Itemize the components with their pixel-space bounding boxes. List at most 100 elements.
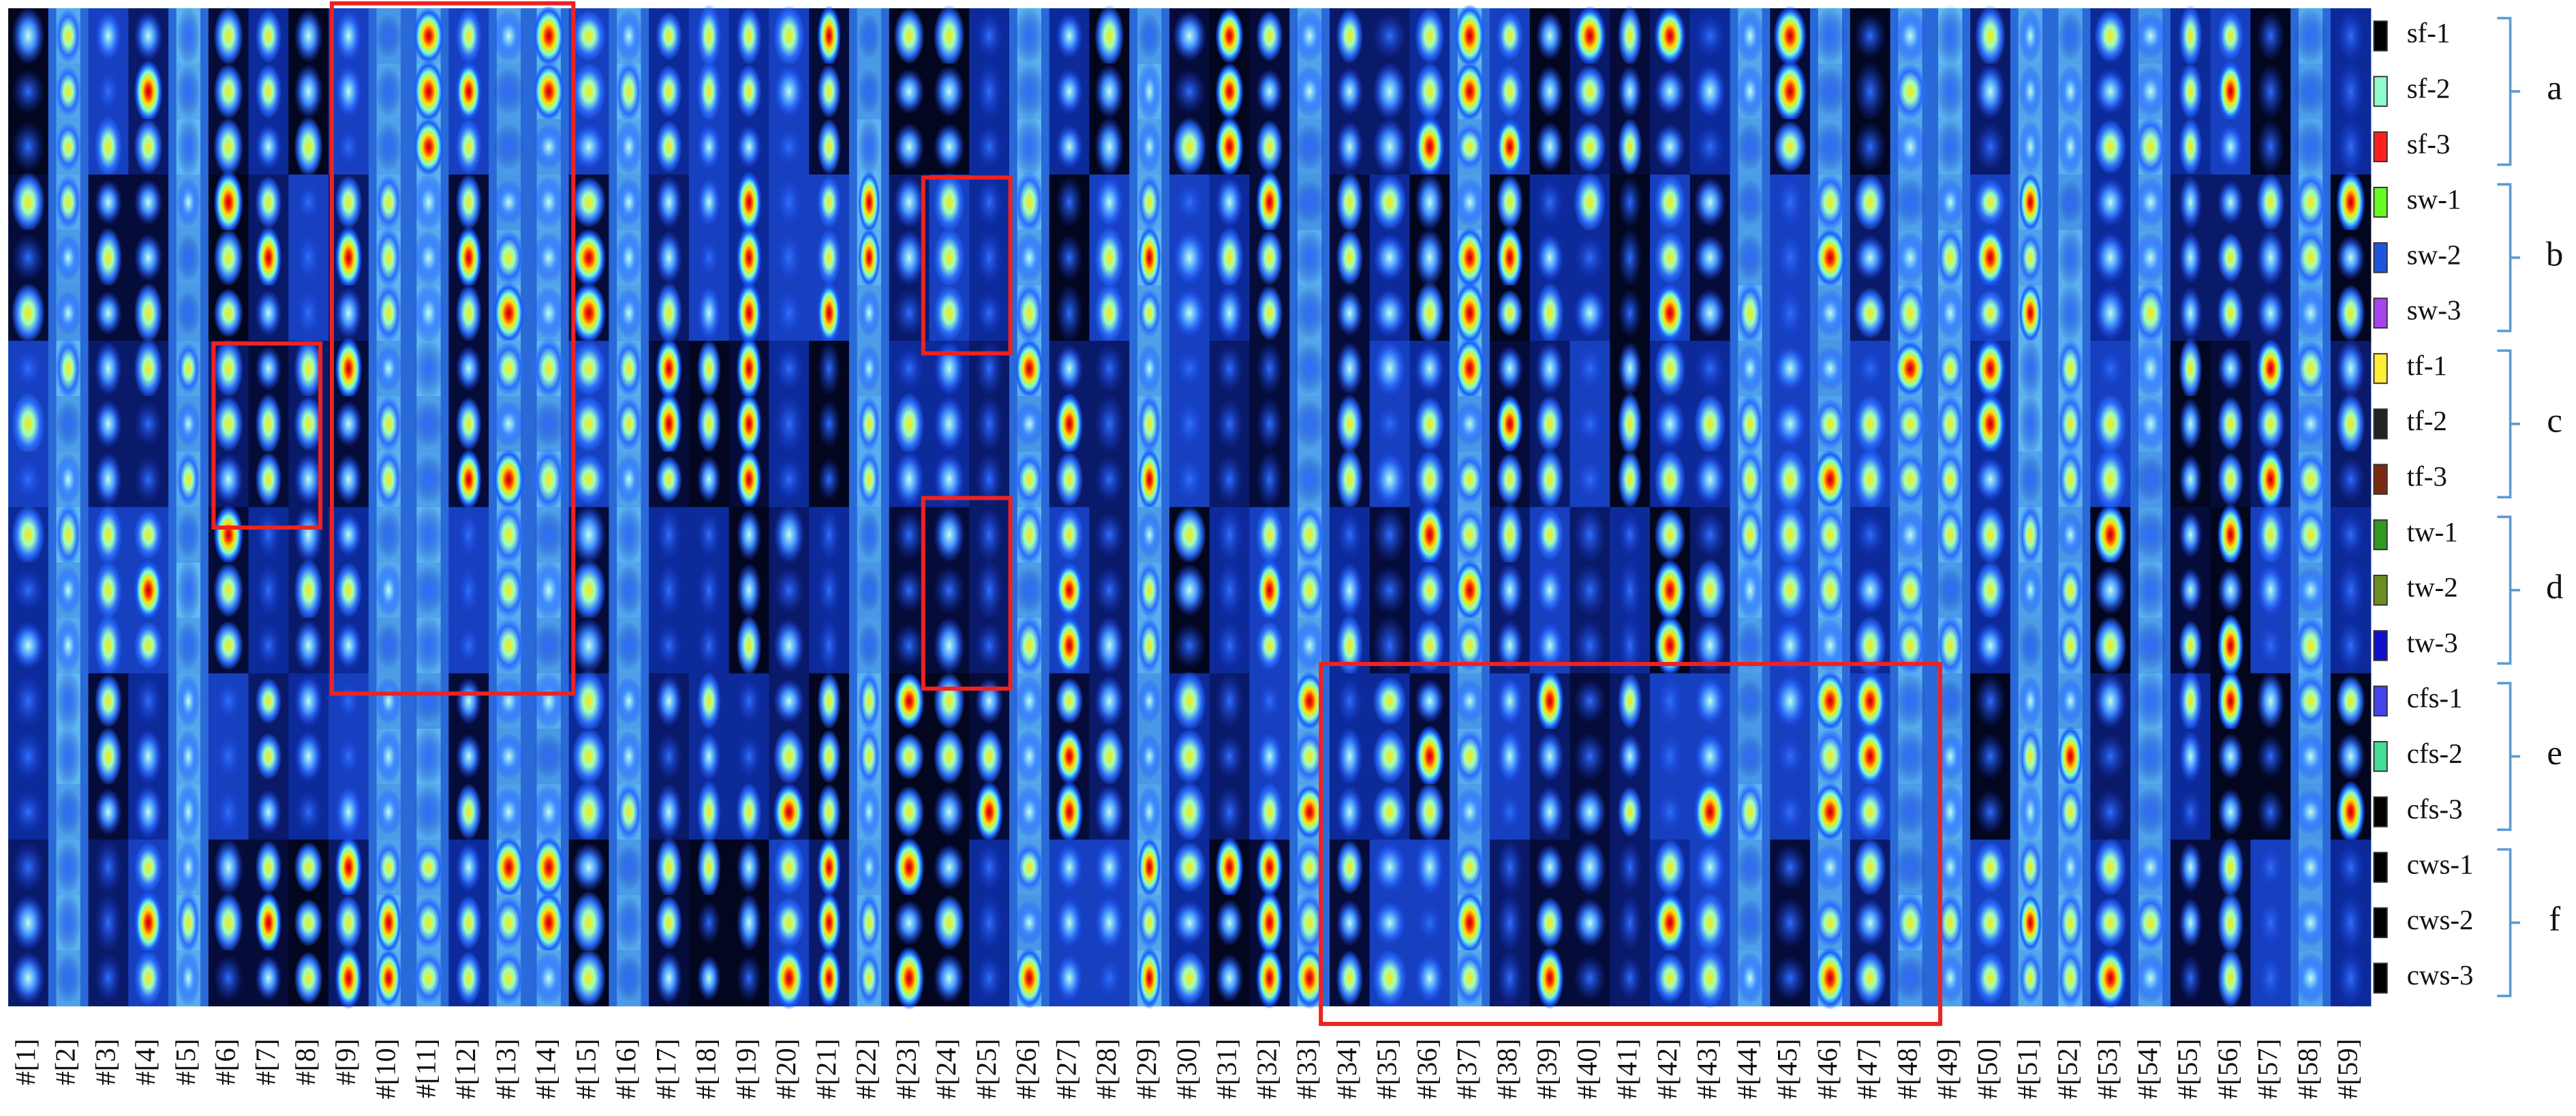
heat-spot: [1014, 170, 1045, 235]
heat-spot: [893, 392, 925, 456]
heat-spot: [893, 946, 925, 1010]
heat-spot: [255, 346, 282, 391]
heat-spot: [2336, 732, 2365, 781]
heat-spot: [1773, 786, 1807, 838]
heat-spot: [1454, 4, 1486, 68]
heat-spot: [1974, 560, 2006, 620]
column-label: #[37]: [1451, 1039, 1482, 1100]
heat-spot: [1813, 506, 1847, 564]
heat-spot: [1293, 10, 1325, 63]
row-swatch: [2373, 20, 2388, 52]
heat-spot: [1574, 732, 1606, 781]
heat-spot: [773, 5, 805, 67]
heat-spot: [2256, 339, 2285, 398]
heat-spot: [1935, 342, 1965, 395]
row-swatch: [2373, 740, 2388, 772]
heat-spot: [412, 725, 445, 788]
heat-spot: [412, 399, 445, 449]
heat-spot: [1414, 172, 1445, 232]
heat-spot: [696, 339, 721, 398]
heat-spot: [857, 892, 880, 953]
highlight-boxes: [211, 1, 1943, 1026]
heat-spot: [335, 562, 363, 618]
heat-spot: [2336, 843, 2365, 892]
heat-spot: [294, 337, 323, 399]
row-swatch: [2373, 131, 2388, 163]
heat-spot: [1373, 899, 1407, 946]
row-label: sw-3: [2407, 295, 2462, 326]
heat-spot: [1496, 728, 1523, 785]
heat-spot: [1373, 451, 1407, 508]
heat-spot: [1693, 892, 1726, 954]
heat-spot: [736, 782, 762, 842]
heat-spot: [2133, 786, 2168, 837]
heat-spot: [1256, 678, 1283, 723]
heat-spot: [335, 175, 363, 230]
heat-spot: [213, 288, 243, 338]
heat-spot: [1137, 734, 1162, 780]
heat-spot: [1854, 669, 1886, 732]
heat-spot: [2019, 782, 2042, 842]
heat-spot: [1215, 344, 1244, 393]
heat-spot: [933, 843, 965, 892]
heat-spot: [1172, 452, 1207, 507]
row-swatch: [2373, 575, 2388, 606]
heat-spot: [1617, 226, 1642, 289]
heat-spot: [2133, 843, 2168, 892]
heat-spot: [857, 288, 880, 337]
heat-spot: [1654, 398, 1686, 450]
heat-spot: [2293, 67, 2328, 116]
column-label: #[27]: [1050, 1039, 1082, 1100]
heat-spot: [1454, 559, 1486, 622]
heat-spot: [817, 614, 841, 677]
heat-spot: [1974, 456, 2006, 502]
heat-spot: [736, 734, 762, 779]
heat-spot: [1172, 781, 1207, 843]
heat-spot: [1293, 180, 1325, 225]
heat-spot: [1293, 730, 1325, 783]
heat-spot: [696, 235, 721, 281]
heat-spot: [2179, 897, 2203, 948]
heat-spot: [656, 836, 682, 899]
heat-spot: [455, 345, 482, 392]
heat-spot: [492, 67, 525, 116]
heat-spot: [492, 733, 525, 780]
heat-spot: [1336, 289, 1364, 337]
heat-spot: [1736, 952, 1764, 1005]
heat-spot: [2179, 669, 2203, 732]
heat-spot: [412, 117, 445, 177]
heat-spot: [1215, 559, 1244, 622]
heat-spot: [255, 123, 282, 170]
row-swatch: [2373, 464, 2388, 495]
heat-spot: [857, 622, 880, 669]
heat-spot: [1137, 393, 1162, 455]
row-swatch: [2373, 186, 2388, 218]
heat-spot: [1773, 560, 1807, 620]
heat-spot: [2019, 282, 2042, 344]
heat-spot: [2293, 402, 2328, 447]
heat-spot: [177, 950, 200, 1007]
heat-spot: [1414, 952, 1445, 1004]
heat-spot: [1813, 6, 1847, 66]
heat-spot: [213, 6, 243, 66]
heat-spot: [1974, 504, 2006, 564]
heat-spot: [1654, 669, 1686, 733]
heat-spot: [213, 63, 243, 119]
heat-spot: [615, 288, 643, 339]
heat-spot: [2094, 733, 2127, 780]
heat-spot: [2019, 454, 2042, 504]
heat-spot: [2057, 616, 2084, 675]
heat-spot: [134, 890, 163, 955]
heat-spot: [1893, 729, 1927, 783]
heat-spot: [1935, 286, 1965, 340]
heat-spot: [134, 950, 163, 1006]
heat-spot: [1137, 896, 1162, 950]
heat-spot: [2217, 836, 2244, 898]
heat-spot: [773, 285, 805, 342]
heat-spot: [1055, 508, 1084, 562]
row-label: sw-1: [2407, 183, 2462, 215]
heat-spot: [412, 230, 445, 286]
heat-spot: [455, 894, 482, 951]
heat-spot: [1014, 502, 1045, 567]
column-label: #[5]: [170, 1039, 201, 1085]
